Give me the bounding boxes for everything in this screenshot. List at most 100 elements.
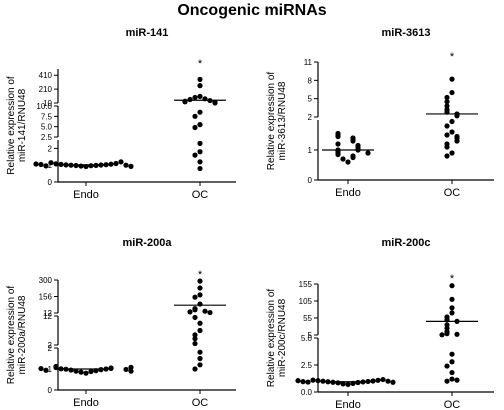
y-axis-label-line: Relative expression of: [266, 72, 277, 171]
y-tick-label: 10: [43, 99, 52, 108]
data-point: [335, 380, 341, 386]
y-tick-label: 0: [48, 178, 53, 187]
y-tick-label: 0: [308, 176, 313, 185]
y-tick-label: 1: [308, 146, 313, 155]
data-point: [449, 89, 455, 96]
y-tick-label: 2.5: [41, 133, 53, 142]
chart-title: miR-141: [126, 27, 169, 39]
y-tick-label: 8: [308, 76, 313, 85]
data-point: [197, 122, 203, 128]
data-point: [118, 159, 124, 165]
data-point: [192, 152, 198, 158]
data-point: [43, 367, 49, 373]
y-tick-label: 155: [299, 280, 313, 289]
y-axis-label-line: miR-3613/RNU48: [277, 81, 288, 160]
data-point: [444, 144, 450, 150]
chart-mir-200a: miR-200a Relative expression ofmiR-200a/R…: [6, 237, 236, 409]
y-tick-label: 2.5: [301, 361, 313, 370]
data-point: [345, 159, 351, 165]
data-point: [197, 320, 203, 326]
y-axis-label: Relative expression ofmiR-141/RNU48: [6, 76, 28, 175]
data-point: [449, 351, 455, 357]
y-tick-label: 156: [39, 293, 53, 302]
data-point: [73, 162, 79, 169]
data-point: [78, 163, 84, 169]
data-point: [197, 93, 203, 100]
data-point: [207, 309, 213, 316]
y-tick-label: 2: [48, 341, 53, 350]
y-axis-label-line: miR-200c/RNU48: [277, 298, 288, 377]
data-point: [197, 301, 203, 307]
data-point: [444, 153, 450, 159]
y-axis-label-line: Relative expression of: [6, 286, 17, 385]
data-point: [454, 331, 460, 337]
data-point: [83, 370, 89, 376]
chart-mir-141: miR-141 Relative expression ofmiR-141/RNU…: [6, 27, 236, 201]
data-point: [38, 161, 44, 168]
data-point: [197, 83, 203, 89]
y-tick-label: 105: [299, 297, 313, 306]
significance-marker: *: [198, 58, 203, 70]
data-point: [310, 377, 316, 383]
data-point: [315, 378, 321, 384]
y-tick-label: 12: [43, 312, 52, 321]
chart-title: miR-200a: [123, 237, 173, 249]
data-point: [295, 378, 301, 384]
data-point: [197, 278, 203, 284]
data-point: [43, 163, 49, 169]
page-title: Oncogenic miRNAs: [177, 2, 327, 19]
data-point: [365, 150, 371, 156]
y-tick-label: 2: [48, 144, 53, 153]
data-point: [33, 161, 39, 167]
data-point: [335, 130, 341, 137]
data-point: [88, 368, 94, 375]
y-tick-label: 0: [48, 386, 53, 395]
data-point: [197, 159, 203, 165]
data-point: [340, 381, 346, 387]
data-point: [345, 381, 351, 388]
data-point: [449, 76, 455, 82]
y-axis-label-line: Relative expression of: [266, 289, 277, 388]
x-tick-label: OC: [444, 187, 461, 199]
data-point: [108, 161, 114, 167]
data-point: [444, 99, 450, 105]
data-point: [202, 308, 208, 314]
data-point: [53, 363, 59, 370]
data-point: [340, 156, 346, 162]
data-point: [449, 305, 455, 311]
y-tick-label: 0.0: [301, 388, 313, 397]
y-axis-label-line: Relative expression of: [6, 76, 17, 175]
y-tick-label: 300: [39, 276, 53, 285]
data-point: [73, 368, 79, 374]
y-tick-label: 2: [48, 344, 53, 353]
data-point: [449, 376, 455, 382]
data-point: [449, 296, 455, 302]
y-axis-label: Relative expression ofmiR-200a/RNU48: [6, 286, 28, 385]
data-point: [78, 369, 84, 375]
data-point: [128, 368, 134, 374]
y-tick-label: 12: [43, 309, 52, 318]
data-point: [197, 165, 203, 172]
data-point: [192, 124, 198, 131]
data-point: [197, 109, 203, 115]
data-point: [355, 379, 361, 386]
data-point: [444, 103, 450, 109]
data-point: [197, 140, 203, 146]
y-tick-label: 10.0: [36, 102, 52, 111]
y-tick-label: 55: [303, 314, 312, 323]
y-axis-label: Relative expression ofmiR-200c/RNU48: [266, 289, 288, 388]
data-point: [192, 336, 198, 342]
x-tick-label: Endo: [335, 187, 361, 199]
data-point: [192, 366, 198, 372]
data-point: [197, 362, 203, 368]
data-point: [192, 94, 198, 101]
x-tick-label: Endo: [73, 397, 99, 409]
data-point: [449, 118, 455, 125]
data-point: [197, 292, 203, 298]
data-point: [88, 163, 94, 169]
data-point: [53, 161, 59, 167]
data-point: [355, 142, 361, 149]
data-point: [305, 379, 311, 385]
data-point: [128, 163, 134, 169]
y-tick-label: 5: [308, 95, 313, 104]
